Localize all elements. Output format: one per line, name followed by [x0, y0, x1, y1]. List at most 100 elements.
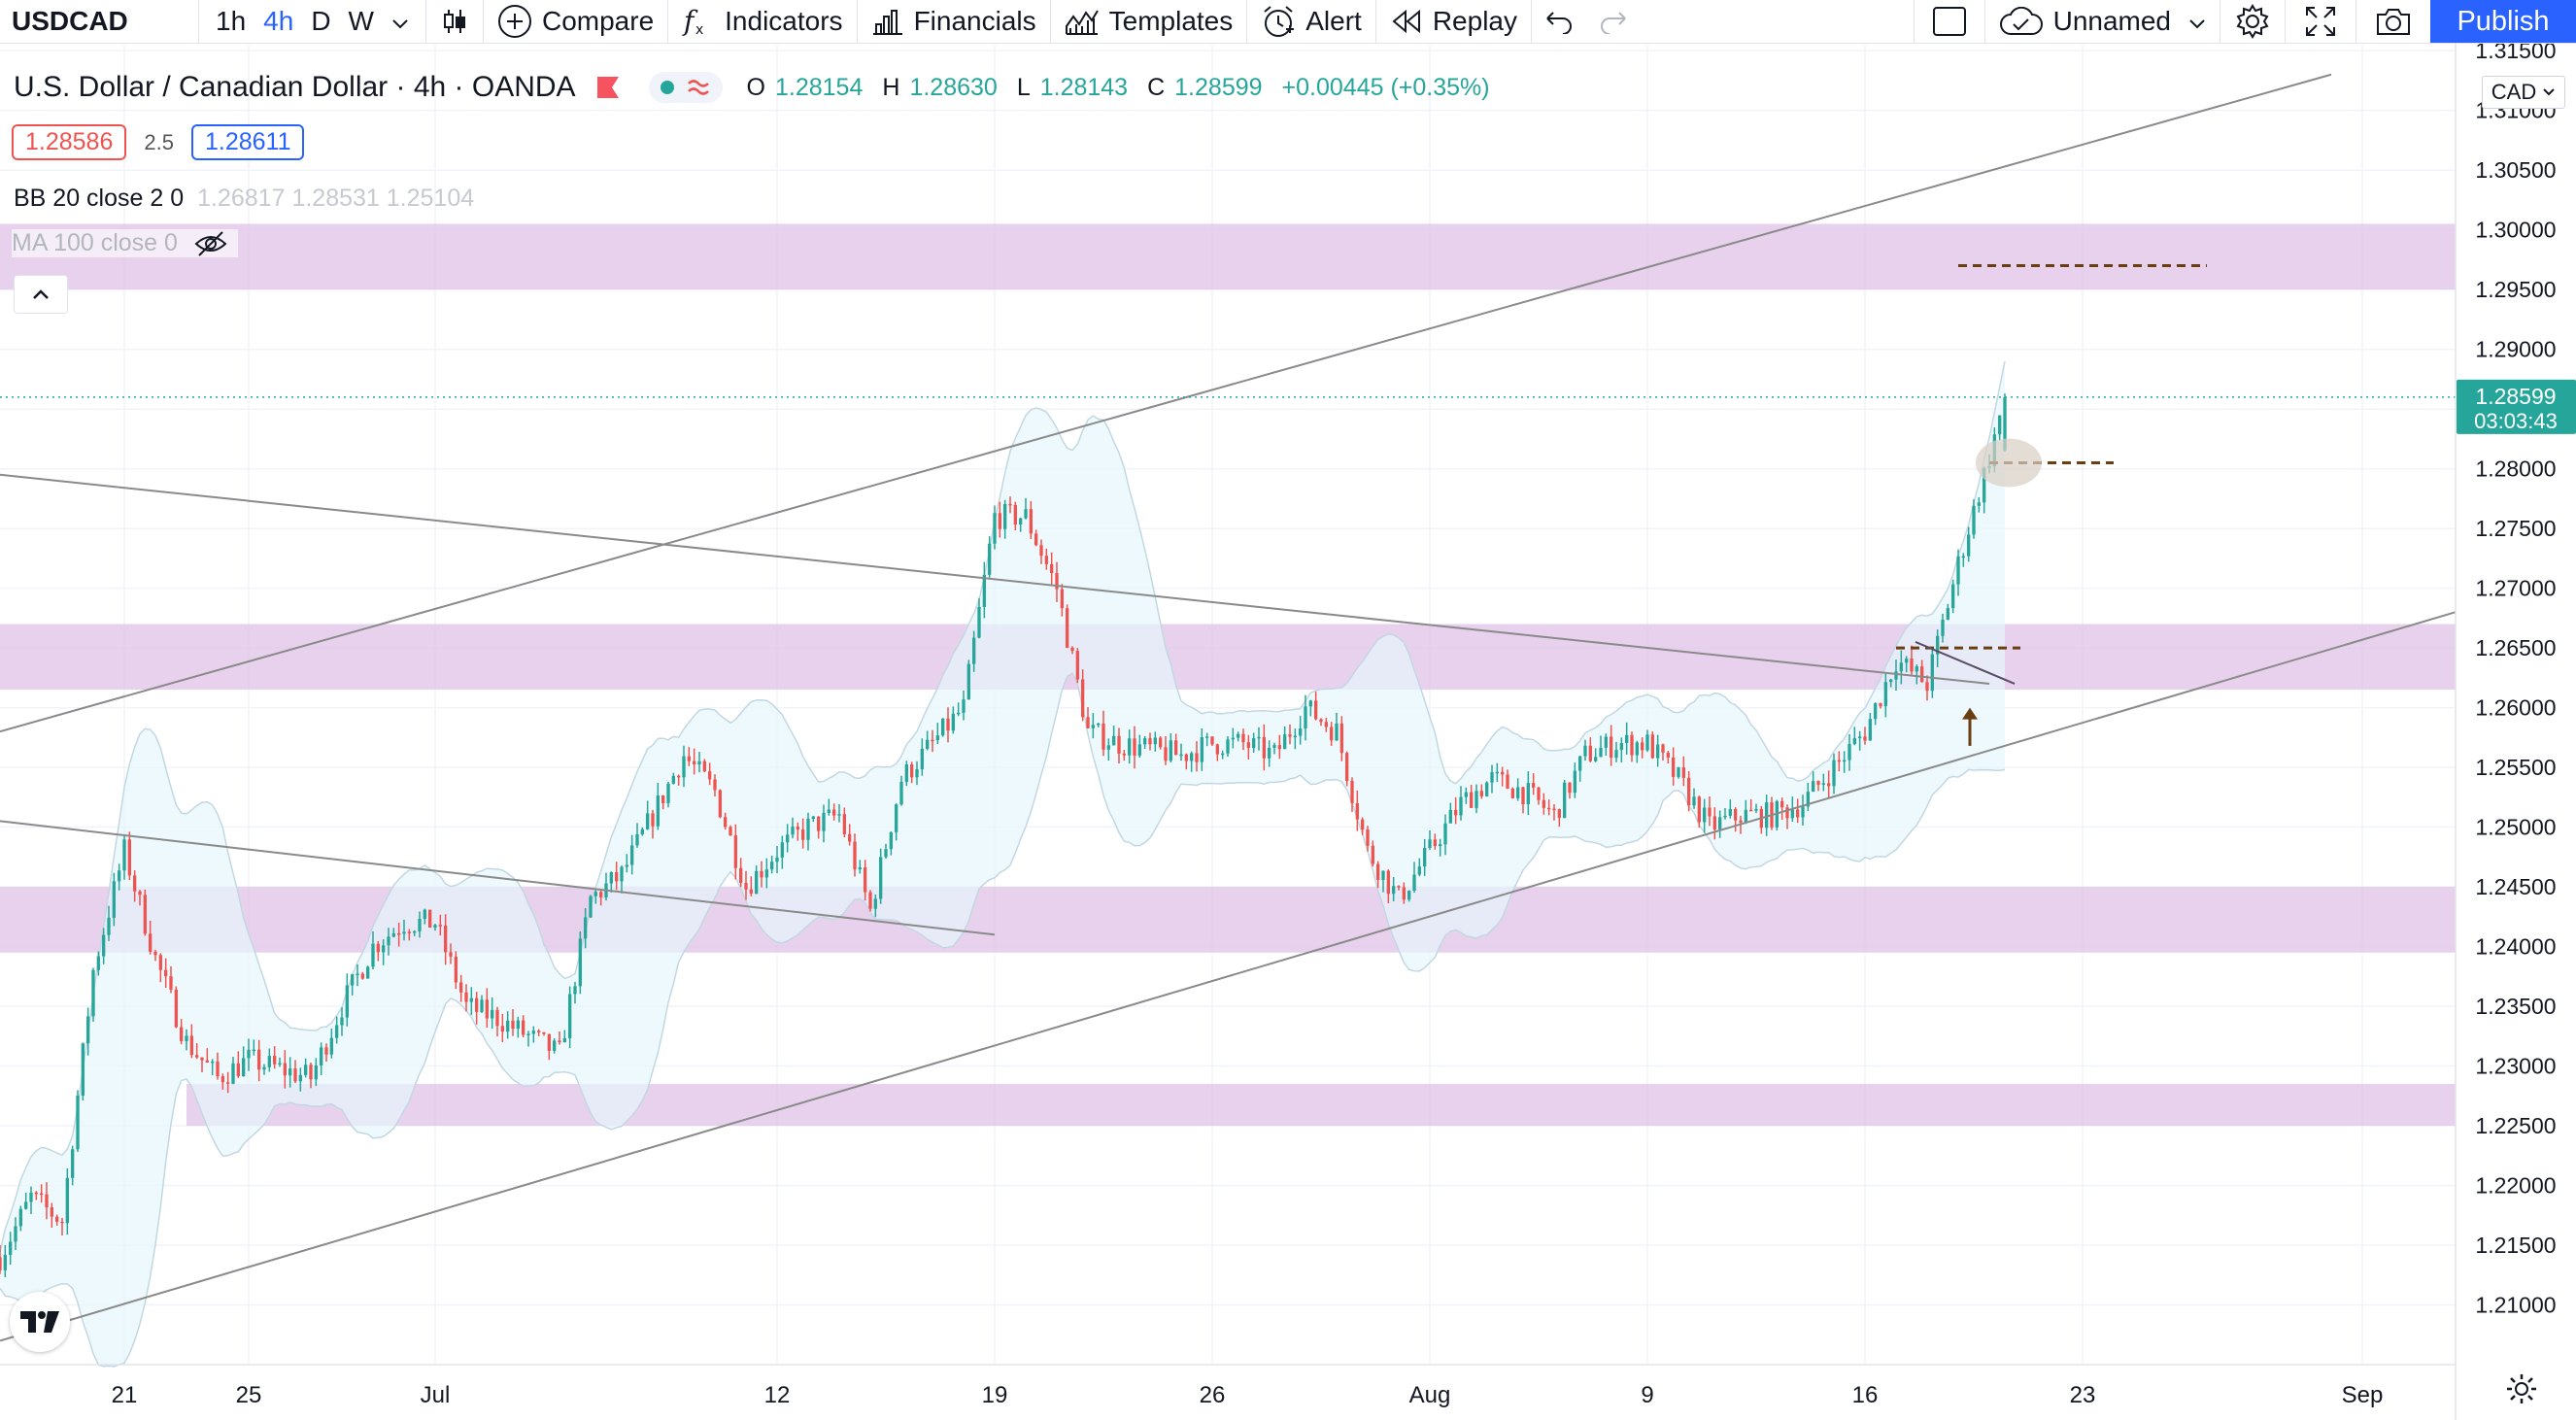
candle-body: [1495, 771, 1499, 774]
candle-body: [988, 543, 992, 575]
candle-body: [102, 934, 106, 957]
candle-body: [1578, 756, 1582, 771]
scale-settings-button[interactable]: [2504, 1371, 2539, 1411]
ma-indicator-legend[interactable]: MA 100 close 0: [12, 229, 238, 257]
candle-body: [267, 1056, 271, 1067]
timeframe-1h[interactable]: 1h: [216, 6, 247, 36]
candle-body: [495, 1009, 499, 1027]
timeframe-dropdown[interactable]: [383, 6, 418, 37]
candle-body: [3, 1254, 7, 1270]
compare-button[interactable]: Compare: [484, 0, 667, 43]
chart-type-button[interactable]: [426, 0, 483, 43]
trendline[interactable]: [0, 73, 2332, 733]
buy-price-button[interactable]: 1.28611: [190, 124, 305, 160]
candle-body: [640, 828, 644, 834]
redo-button[interactable]: [1586, 0, 1641, 43]
templates-button[interactable]: Templates: [1051, 0, 1247, 43]
time-tick-label: 19: [982, 1382, 1008, 1408]
candle-body: [449, 952, 453, 957]
tradingview-logo[interactable]: [10, 1292, 70, 1352]
layout-name-button[interactable]: Unnamed: [1985, 0, 2220, 43]
price-tick-label: 1.25000: [2475, 815, 2556, 840]
sell-price-button[interactable]: 1.28586: [12, 124, 127, 160]
legend-title[interactable]: U.S. Dollar / Canadian Dollar · 4h · OAN…: [14, 71, 576, 103]
arrow-head[interactable]: [1962, 707, 1978, 720]
candle-body: [848, 833, 852, 842]
retest-highlight-circle[interactable]: [1976, 438, 2042, 488]
candle-body: [1439, 844, 1442, 847]
candle-body: [1355, 802, 1359, 820]
candle-body: [391, 932, 395, 937]
candle-body: [957, 712, 961, 715]
eye-crossed-icon[interactable]: [193, 230, 228, 257]
financials-button[interactable]: Financials: [858, 0, 1050, 43]
candle-body: [262, 1066, 266, 1070]
collapse-legend-button[interactable]: [14, 275, 68, 314]
candle-body: [770, 862, 774, 870]
top-toolbar: USDCAD 1h 4h D W Compare: [0, 0, 2576, 44]
currency-select[interactable]: CAD: [2482, 76, 2565, 109]
layout-icon: [1932, 7, 1966, 36]
alert-label: Alert: [1305, 6, 1362, 36]
price-tick-label: 1.30000: [2475, 218, 2556, 243]
timeframe-4h[interactable]: 4h: [263, 6, 294, 36]
trendline[interactable]: [0, 820, 996, 936]
timeframe-d[interactable]: D: [311, 6, 331, 36]
candle-body: [801, 829, 805, 840]
candle-body: [1335, 724, 1339, 741]
tradingview-logo-icon: [20, 1311, 59, 1333]
candle-body: [1097, 723, 1101, 726]
candle-body: [273, 1056, 277, 1065]
undo-button[interactable]: [1532, 0, 1586, 43]
candle-body: [760, 870, 763, 878]
fullscreen-button[interactable]: [2286, 0, 2356, 43]
candle-body: [1677, 767, 1680, 777]
candle-body: [982, 574, 986, 607]
candle-body: [1858, 736, 1862, 739]
high-value: 1.28630: [909, 73, 998, 101]
candle-body: [133, 875, 137, 892]
candle-body: [1983, 467, 1986, 503]
timeframe-w[interactable]: W: [348, 6, 374, 36]
layout-button[interactable]: [1915, 0, 1984, 43]
candle-body: [609, 871, 613, 884]
pennant-line[interactable]: [1915, 641, 2016, 685]
chart-area[interactable]: 1.31500 1.31000 1.30500 1.30000 1.29500 1.290…: [0, 44, 2576, 1420]
candle-body: [1837, 760, 1841, 762]
undo-icon: [1546, 12, 1572, 34]
candle-body: [127, 839, 131, 876]
candle-body: [713, 779, 717, 791]
candle-body: [1806, 792, 1810, 807]
candle-body: [1272, 745, 1276, 748]
settings-button[interactable]: [2220, 0, 2285, 43]
publish-button[interactable]: Publish: [2430, 0, 2576, 43]
trendline[interactable]: [0, 473, 1990, 685]
candle-body: [1361, 819, 1365, 830]
snapshot-button[interactable]: [2356, 0, 2430, 43]
candle-body: [220, 1076, 224, 1083]
candle-body: [1474, 791, 1478, 808]
chevron-up-icon: [33, 289, 49, 299]
candle-body: [1381, 870, 1385, 880]
candle-body: [1257, 736, 1261, 739]
candle-body: [796, 827, 799, 830]
bb-indicator-legend[interactable]: BB 20 close 2 0 1.26817 1.28531 1.25104: [14, 185, 474, 213]
candle-body: [60, 1221, 64, 1224]
symbol-search[interactable]: USDCAD: [0, 0, 198, 43]
candle-body: [966, 663, 970, 700]
alert-button[interactable]: Alert: [1247, 0, 1375, 43]
trendline[interactable]: [0, 611, 2457, 1342]
candle-body: [895, 804, 898, 832]
redo-icon: [1601, 12, 1626, 34]
candle-body: [1190, 753, 1194, 761]
candle-body: [1003, 503, 1007, 529]
price-chart[interactable]: 1.315001.310001.305001.300001.295001.290…: [0, 44, 2576, 1420]
replay-button[interactable]: Replay: [1376, 0, 1531, 43]
candle-body: [1998, 415, 2002, 435]
supply-demand-zone: [0, 223, 2456, 290]
candle-body: [29, 1192, 33, 1202]
drawings[interactable]: [0, 73, 2457, 1342]
candle-body: [573, 986, 577, 995]
